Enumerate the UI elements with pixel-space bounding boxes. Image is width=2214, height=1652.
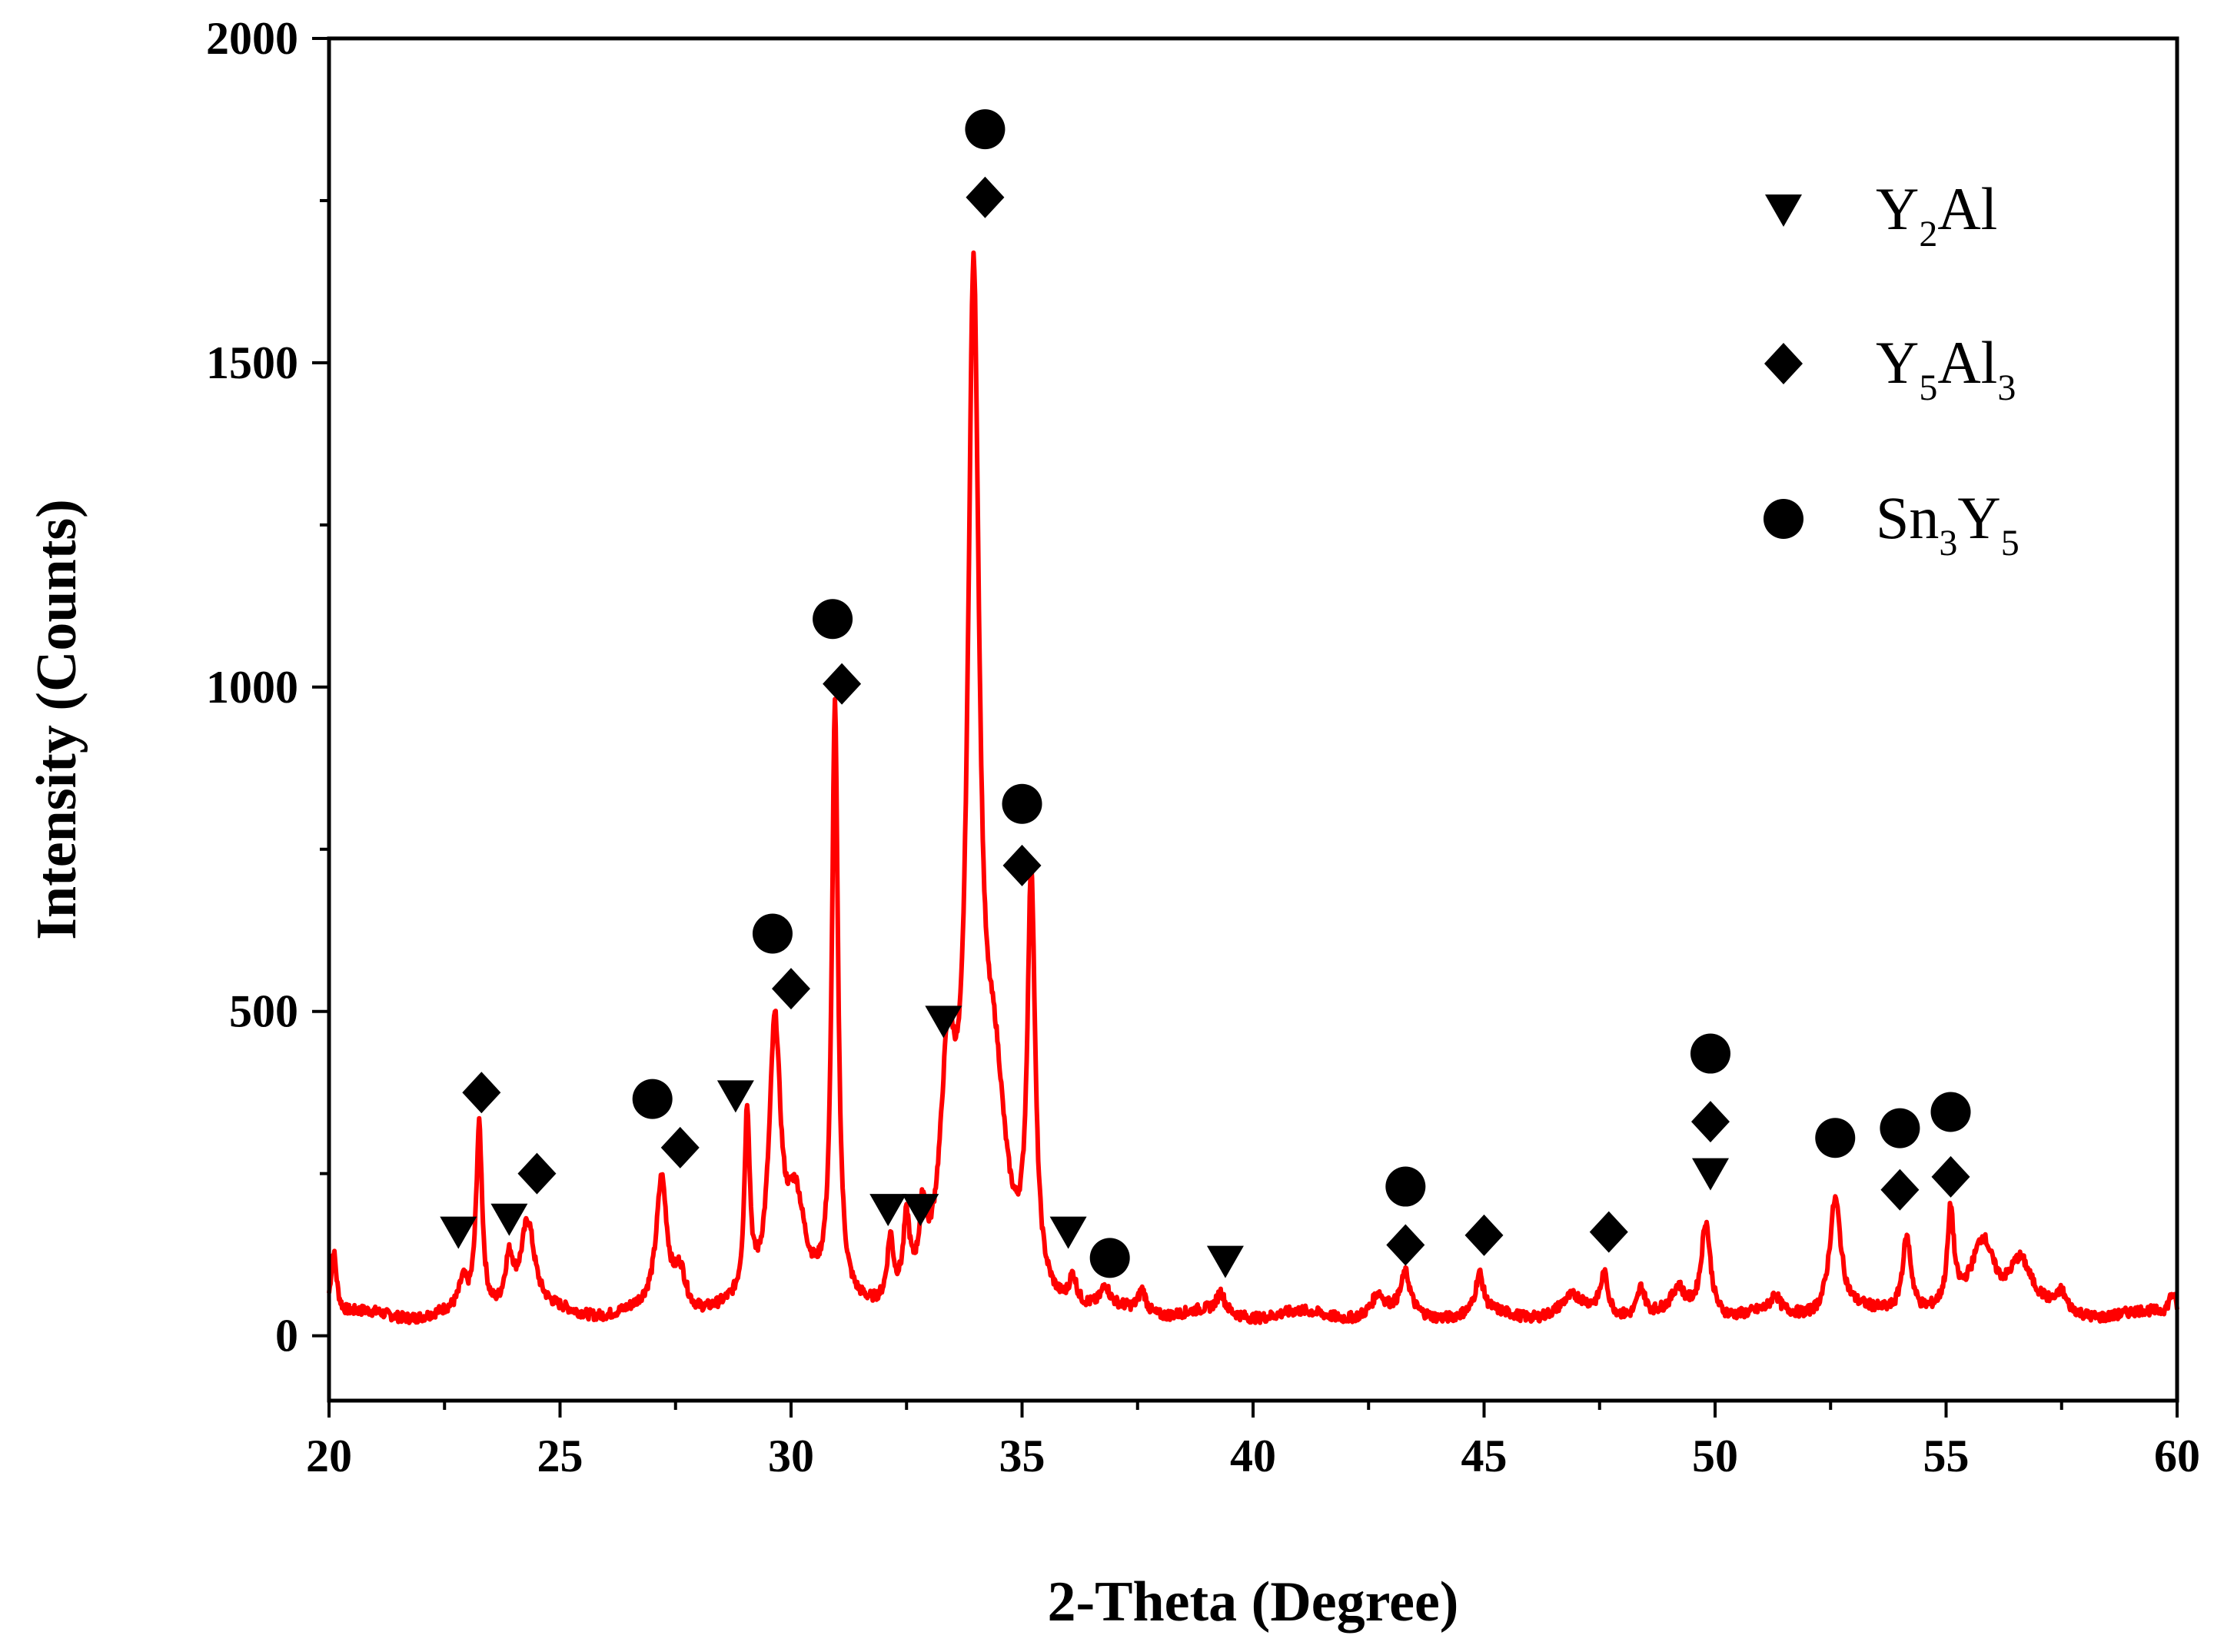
y5al3-peak-marker xyxy=(660,1126,700,1168)
y-tick-label: 1500 xyxy=(206,337,298,388)
legend-label: Y2Al xyxy=(1876,175,1997,254)
y-tick-label: 1000 xyxy=(206,662,298,713)
y5al3-peak-marker xyxy=(772,968,810,1010)
x-tick-label: 30 xyxy=(768,1431,814,1481)
legend-label: Sn3Y5 xyxy=(1876,484,2020,563)
y2al-peak-marker xyxy=(490,1203,528,1236)
y5al3-peak-marker xyxy=(1589,1211,1628,1253)
circle-icon xyxy=(1764,499,1803,539)
plot-layer xyxy=(327,250,2179,1325)
sn3y5-peak-marker xyxy=(1089,1238,1130,1278)
x-tick-label: 40 xyxy=(1230,1431,1276,1481)
x-axis-title: 2-Theta (Degree) xyxy=(1048,1571,1459,1634)
y-tick-label: 2000 xyxy=(206,13,298,64)
y5al3-peak-marker xyxy=(462,1072,501,1114)
sn3y5-peak-marker xyxy=(632,1079,673,1119)
y5al3-peak-marker xyxy=(823,663,862,705)
axis-ticks: 20 25 30 35 40 45 50 55 60 0 500 1000 1500 2000 xyxy=(206,13,2200,1481)
sn3y5-peak-marker xyxy=(813,599,853,640)
sn3y5-peak-marker xyxy=(752,913,793,954)
y5al3-peak-marker xyxy=(1931,1155,1970,1198)
sn3y5-peak-marker xyxy=(1880,1108,1920,1148)
y5al3-peak-marker xyxy=(1464,1214,1504,1256)
x-tick-label: 55 xyxy=(1923,1431,1970,1481)
legend-label: Y5Al3 xyxy=(1876,329,2016,408)
y5al3-peak-marker xyxy=(1690,1101,1730,1143)
y2al-peak-marker xyxy=(1206,1245,1244,1278)
y2al-peak-marker xyxy=(440,1216,477,1249)
y-tick-label: 500 xyxy=(229,986,298,1037)
y2al-peak-marker xyxy=(869,1194,907,1227)
sn3y5-peak-marker xyxy=(1930,1092,1971,1132)
y2al-peak-marker xyxy=(925,1005,962,1039)
y2al-peak-marker xyxy=(716,1080,754,1113)
x-tick-label: 50 xyxy=(1692,1431,1738,1481)
sn3y5-peak-marker xyxy=(1385,1166,1426,1207)
y5al3-peak-marker xyxy=(966,176,1005,218)
x-tick-label: 60 xyxy=(2154,1431,2200,1481)
sn3y5-peak-marker xyxy=(965,109,1006,150)
legend: Y2Al Y5Al3 Sn3Y5 xyxy=(1764,175,2020,563)
xrd-series-line xyxy=(327,250,2179,1325)
y-tick-label: 0 xyxy=(275,1311,298,1361)
diamond-icon xyxy=(1764,343,1803,384)
y5al3-peak-marker xyxy=(517,1152,557,1195)
y5al3-peak-marker xyxy=(1880,1168,1920,1211)
sn3y5-peak-marker xyxy=(1690,1033,1730,1074)
sn3y5-peak-marker xyxy=(1815,1118,1856,1158)
sn3y5-peak-marker xyxy=(1002,783,1042,824)
x-tick-label: 25 xyxy=(537,1431,583,1481)
y2al-peak-marker xyxy=(1049,1216,1087,1249)
x-tick-label: 35 xyxy=(999,1431,1046,1481)
y2al-peak-marker xyxy=(902,1194,939,1227)
y5al3-peak-marker xyxy=(1386,1224,1425,1266)
y2al-peak-marker xyxy=(1691,1158,1729,1191)
y5al3-peak-marker xyxy=(1002,844,1042,886)
phase-markers xyxy=(440,109,1971,1278)
x-tick-label: 20 xyxy=(306,1431,352,1481)
x-tick-label: 45 xyxy=(1461,1431,1508,1481)
triangle-down-icon xyxy=(1765,194,1802,227)
y-axis-title: Intensity (Counts) xyxy=(25,499,88,940)
